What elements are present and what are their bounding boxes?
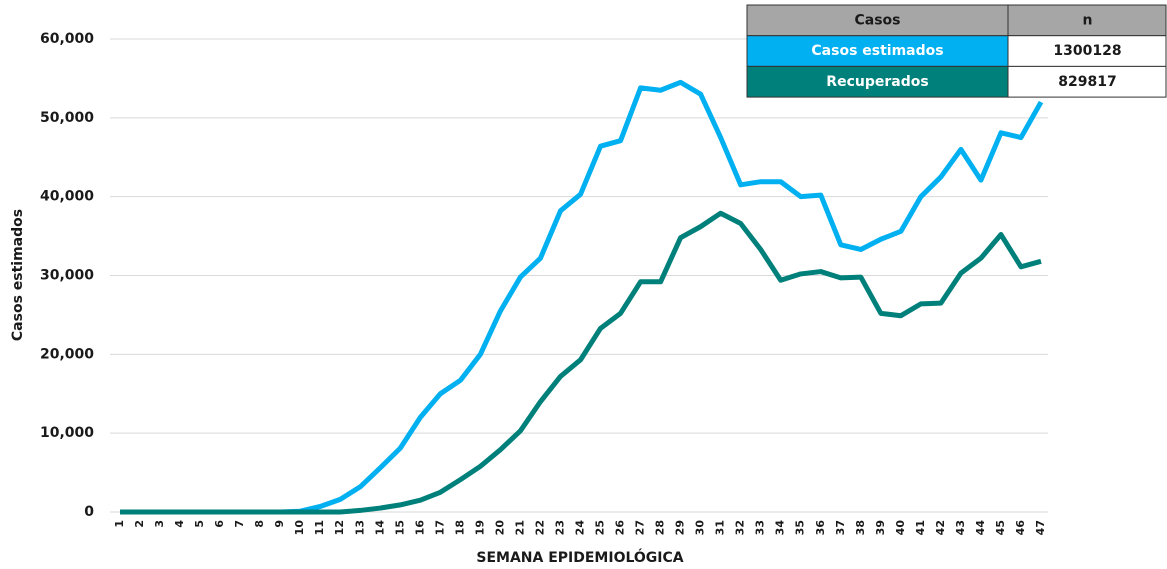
table-header-cell (1007, 4, 1167, 37)
x-tick-label: 41 (914, 520, 927, 535)
x-tick-label: 13 (353, 520, 366, 535)
x-tick-label: 42 (934, 520, 947, 535)
x-tick-label: 25 (594, 520, 607, 535)
y-tick-label: 10,000 (40, 425, 94, 441)
x-tick-label: 40 (894, 520, 907, 536)
x-tick-label: 45 (994, 520, 1007, 535)
x-tick-label: 21 (513, 520, 526, 535)
series-line (120, 210, 1042, 515)
x-tick-label: 38 (854, 520, 867, 535)
x-tick-label: 46 (1014, 520, 1027, 536)
table-name-cell (746, 35, 1009, 67)
x-tick-label: 10 (293, 520, 306, 536)
x-tick-label: 5 (193, 520, 206, 528)
y-tick-label: 50,000 (40, 110, 94, 126)
x-tick-label: 47 (1034, 520, 1047, 535)
x-tick-label: 7 (233, 520, 246, 528)
x-tick-label: 22 (533, 520, 546, 535)
x-tick-label: 30 (694, 520, 707, 536)
x-tick-label: 27 (634, 520, 647, 535)
x-tick-label: 15 (393, 520, 406, 535)
table-header: Casos (854, 12, 900, 28)
x-tick-label: 28 (654, 520, 667, 535)
x-tick-label: 4 (173, 520, 186, 528)
x-tick-label: 32 (734, 520, 747, 535)
table-header: n (1083, 12, 1093, 28)
y-tick-label: 30,000 (40, 268, 94, 284)
x-tick-label: 33 (754, 520, 767, 535)
y-tick-label: 60,000 (40, 31, 94, 47)
y-tick-label: 0 (84, 504, 94, 520)
x-tick-label: 14 (373, 520, 386, 536)
x-tick-label: 39 (874, 520, 887, 535)
x-tick-label: 43 (954, 520, 967, 535)
table-value: 1300128 (1053, 43, 1121, 59)
series-line (120, 79, 1044, 515)
x-tick-label: 19 (473, 520, 486, 535)
x-tick-label: 3 (153, 520, 166, 528)
x-tick-label: 44 (974, 520, 987, 536)
table-series-name: Casos estimados (811, 43, 943, 59)
table-value-cell (1007, 65, 1167, 98)
y-tick-label: 40,000 (40, 189, 94, 205)
table-value: 829817 (1058, 74, 1116, 90)
x-tick-label: 8 (253, 520, 266, 528)
x-tick-label: 2 (133, 520, 146, 528)
table-name-cell (746, 65, 1009, 98)
x-tick-label: 17 (433, 520, 446, 535)
x-tick-label: 36 (814, 520, 827, 536)
x-tick-label: 23 (553, 520, 566, 535)
x-tick-label: 31 (714, 520, 727, 535)
x-tick-label: 6 (213, 520, 226, 528)
x-tick-label: 20 (493, 520, 506, 536)
x-tick-label: 1 (113, 520, 126, 528)
x-tick-label: 16 (413, 520, 426, 536)
x-tick-label: 18 (453, 520, 466, 535)
x-tick-label: 29 (674, 520, 687, 535)
x-tick-label: 24 (574, 520, 587, 536)
x-tick-label: 37 (834, 520, 847, 535)
x-tick-label: 9 (273, 520, 286, 528)
x-tick-label: 35 (794, 520, 807, 535)
x-tick-label: 12 (333, 520, 346, 535)
x-axis-label: SEMANA EPIDEMIOLÓGICA (476, 548, 683, 566)
y-tick-label: 20,000 (40, 346, 94, 362)
y-axis-label: Casos estimados (10, 209, 26, 341)
table-series-name: Recuperados (826, 74, 928, 90)
table-value-cell (1007, 35, 1167, 67)
x-tick-label: 11 (313, 520, 326, 535)
x-tick-label: 26 (614, 520, 627, 536)
x-tick-label: 34 (774, 520, 787, 536)
